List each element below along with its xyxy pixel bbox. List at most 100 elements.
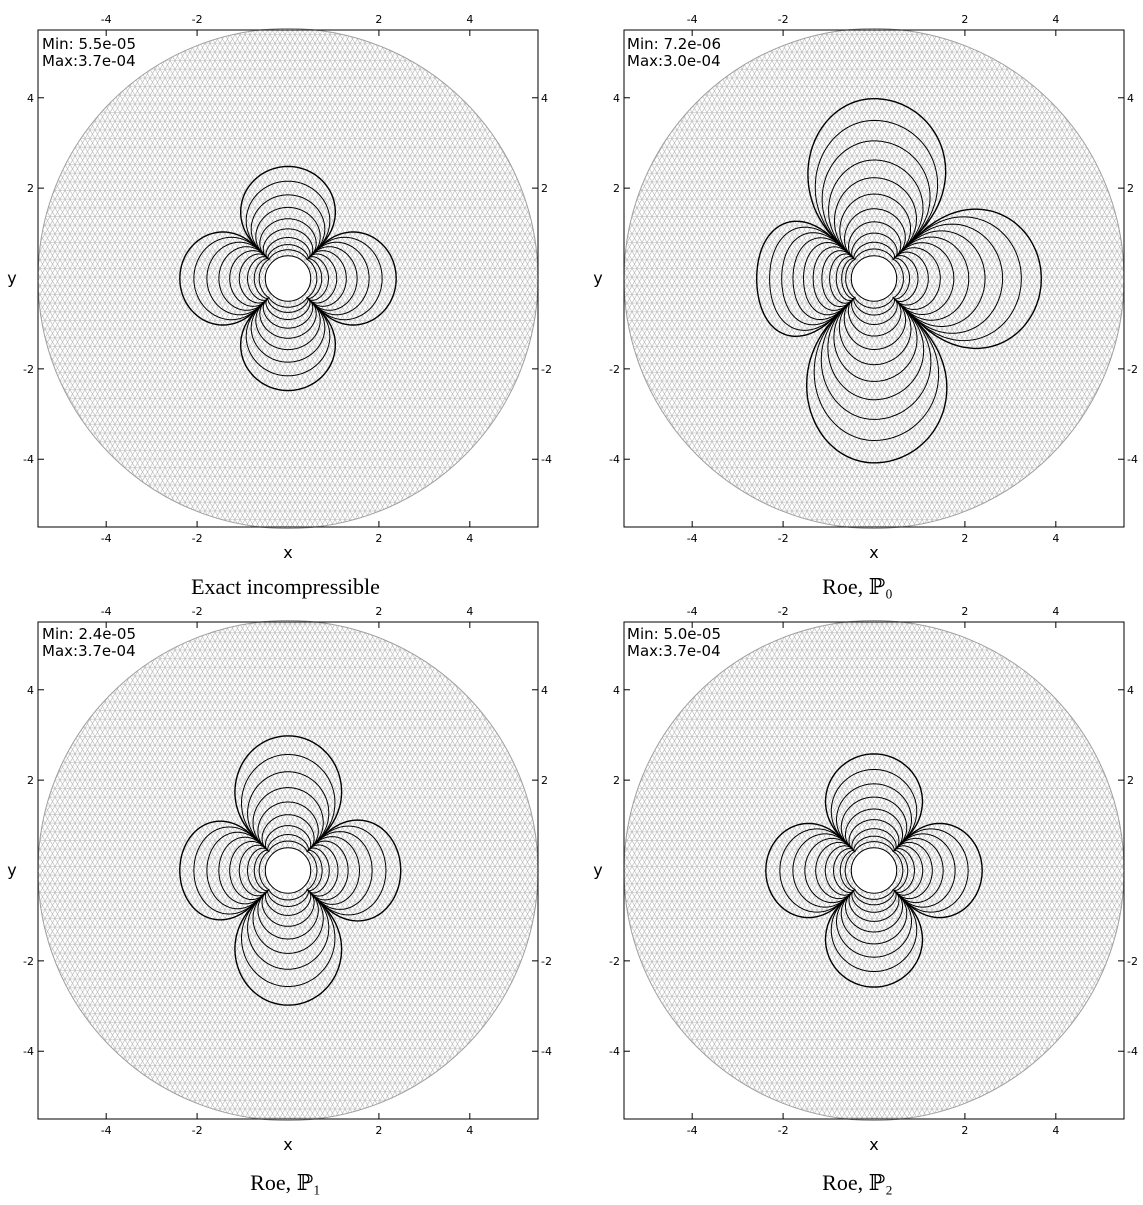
- contour-line: [756, 98, 1043, 464]
- contour-line: [229, 801, 349, 940]
- y-axis-label: y: [593, 861, 602, 880]
- x-tick-label: 4: [466, 605, 473, 618]
- x-tick-label: 2: [375, 13, 382, 26]
- y-tick-label: 2: [1127, 182, 1134, 195]
- x-axis-label: x: [283, 1135, 292, 1154]
- panel-caption: Roe, ℙ₁: [250, 1170, 321, 1195]
- min-max-box: Min: 2.4e-05 Max:3.7e-04: [42, 626, 136, 660]
- panel-exact: -4 -4 -2 -2 2 2 4 4 -4 -4 -2 -2 2 2 4 4 x y Min: 5.5e-05 …: [0, 0, 571, 602]
- contour-line: [829, 221, 929, 337]
- x-tick-label: -4: [101, 1124, 112, 1137]
- contour-line: [218, 206, 358, 351]
- y-tick-label: 4: [1127, 92, 1134, 105]
- contour-line: [804, 796, 944, 945]
- contour-plot: -4 -4 -2 -2 2 2 4 4 -4 -4 -2 -2 2 2 4 4 x y: [593, 605, 1138, 1154]
- contour-line: [253, 244, 323, 313]
- y-tick-label: -4: [1127, 453, 1138, 466]
- contour-line: [218, 787, 360, 954]
- x-tick-label: -2: [778, 605, 789, 618]
- plot-frame: [623, 621, 1125, 1120]
- max-label: Max:3.7e-04: [42, 642, 136, 660]
- contour-line: [253, 834, 323, 907]
- x-tick-label: -4: [101, 13, 112, 26]
- y-tick-label: 2: [541, 774, 548, 787]
- contour-line: [206, 194, 370, 363]
- contour-line: [841, 241, 911, 316]
- contour-line: [821, 208, 941, 350]
- contour-line: [179, 165, 397, 392]
- x-axis-label: x: [283, 543, 292, 562]
- y-tick-label: -2: [1127, 955, 1138, 968]
- y-tick-label: -4: [1127, 1045, 1138, 1058]
- y-tick-label: -4: [23, 453, 34, 466]
- y-tick-label: 2: [541, 182, 548, 195]
- x-tick-label: -4: [687, 532, 698, 545]
- x-tick-label: 2: [375, 605, 382, 618]
- x-tick-label: -2: [192, 1124, 203, 1137]
- x-tick-label: 2: [961, 605, 968, 618]
- contour-plot: -4 -4 -2 -2 2 2 4 4 -4 -4 -2 -2 2 2 4 4 x y: [7, 605, 552, 1154]
- contour-line: [247, 237, 329, 320]
- obstacle-disk: [264, 847, 312, 894]
- y-tick-label: 2: [1127, 774, 1134, 787]
- contour-line: [815, 808, 933, 933]
- y-tick-label: 4: [541, 684, 548, 697]
- contour-line: [238, 228, 338, 329]
- contour-line: [792, 159, 986, 401]
- obstacle-disk: [264, 255, 312, 302]
- x-tick-label: 4: [1052, 532, 1059, 545]
- contour-line: [792, 783, 956, 958]
- x-axis-label: x: [869, 543, 878, 562]
- panel-roe-p0: -4 -4 -2 -2 2 2 4 4 -4 -4 -2 -2 2 2 4 4 x y Min: 7.2e-06 …: [572, 0, 1143, 602]
- x-tick-label: 4: [466, 13, 473, 26]
- x-tick-label: -4: [687, 13, 698, 26]
- contour-line: [845, 248, 904, 309]
- x-tick-label: -2: [778, 532, 789, 545]
- x-tick-label: 4: [466, 1124, 473, 1137]
- y-tick-label: 4: [613, 92, 620, 105]
- contour-line: [258, 840, 318, 901]
- y-tick-label: 4: [27, 684, 34, 697]
- max-label: Max:3.7e-04: [627, 642, 721, 660]
- x-tick-label: 2: [961, 1124, 968, 1137]
- min-label: Min: 5.0e-05: [627, 625, 722, 643]
- y-tick-label: -4: [609, 1045, 620, 1058]
- x-axis-label: x: [869, 1135, 878, 1154]
- contour-line: [179, 735, 402, 1006]
- x-tick-label: 2: [375, 1124, 382, 1137]
- y-tick-label: 4: [613, 684, 620, 697]
- x-tick-label: -4: [101, 532, 112, 545]
- y-tick-label: -2: [541, 955, 552, 968]
- y-tick-label: 2: [613, 774, 620, 787]
- x-tick-label: 4: [1052, 605, 1059, 618]
- plot-frame: [37, 621, 539, 1120]
- y-tick-label: 4: [1127, 684, 1134, 697]
- x-tick-label: -2: [192, 532, 203, 545]
- obstacle-disk: [850, 847, 898, 894]
- y-tick-label: 2: [27, 182, 34, 195]
- min-label: Min: 7.2e-06: [627, 35, 722, 53]
- y-tick-label: -2: [609, 363, 620, 376]
- x-tick-label: 4: [466, 532, 473, 545]
- x-tick-label: -4: [101, 605, 112, 618]
- min-max-box: Min: 7.2e-06 Max:3.0e-04: [627, 36, 721, 70]
- contour-plot: -4 -4 -2 -2 2 2 4 4 -4 -4 -2 -2 2 2 4 4 x y: [7, 13, 552, 562]
- plot-frame: [37, 29, 539, 528]
- panel-roe-p1: -4 -4 -2 -2 2 2 4 4 -4 -4 -2 -2 2 2 4 4 x y Min: 2.4e-05 …: [0, 598, 571, 1200]
- max-label: Max:3.7e-04: [42, 52, 136, 70]
- x-tick-label: -4: [687, 1124, 698, 1137]
- contour-line: [812, 193, 955, 366]
- y-tick-label: -4: [23, 1045, 34, 1058]
- contour-line: [833, 828, 915, 913]
- panel-caption: Roe, ℙ₀: [822, 574, 893, 599]
- contour-line: [839, 835, 909, 906]
- y-tick-label: 2: [613, 182, 620, 195]
- contour-line: [247, 825, 330, 916]
- panel-caption: Roe, ℙ₂: [822, 1170, 893, 1195]
- y-axis-label: y: [593, 269, 602, 288]
- y-tick-label: -4: [541, 453, 552, 466]
- y-tick-label: 4: [541, 92, 548, 105]
- contour-line: [803, 177, 970, 382]
- min-max-box: Min: 5.0e-05 Max:3.7e-04: [627, 626, 721, 660]
- panel-caption: Exact incompressible: [191, 574, 380, 599]
